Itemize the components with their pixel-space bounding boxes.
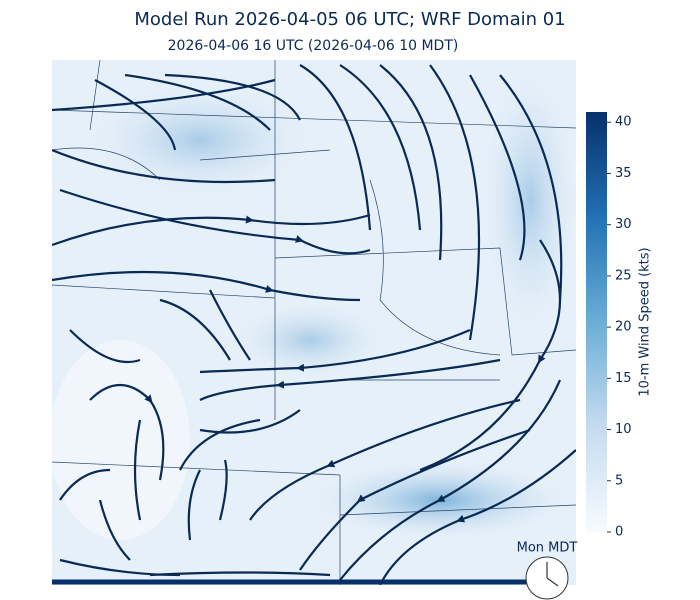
title: Model Run 2026-04-05 06 UTC; WRF Domain … bbox=[134, 9, 565, 30]
subtitle: 2026-04-06 16 UTC (2026-04-06 10 MDT) bbox=[168, 38, 459, 54]
colorbar-tick-label: 10 bbox=[615, 422, 632, 437]
clock bbox=[525, 556, 569, 600]
colorbar-tick-label: 25 bbox=[615, 268, 632, 283]
colorbar-tick-label: 0 bbox=[615, 525, 623, 540]
colorbar-ticks: 0 5 10 15 20 25 30 35 40 bbox=[607, 115, 632, 540]
map bbox=[52, 60, 576, 585]
colorbar-tick-label: 5 bbox=[615, 473, 623, 488]
colorbar-label: 10-m Wind Speed (kts) bbox=[638, 247, 653, 396]
colorbar-tick-label: 20 bbox=[615, 320, 632, 335]
colorbar-tick-label: 35 bbox=[615, 166, 632, 181]
colorbar-tick-label: 40 bbox=[615, 115, 632, 130]
clock-label: Mon MDT bbox=[517, 541, 578, 556]
colorbar bbox=[586, 112, 607, 532]
colorbar-tick-label: 15 bbox=[615, 371, 632, 386]
colorbar-tick-label: 30 bbox=[615, 217, 632, 232]
